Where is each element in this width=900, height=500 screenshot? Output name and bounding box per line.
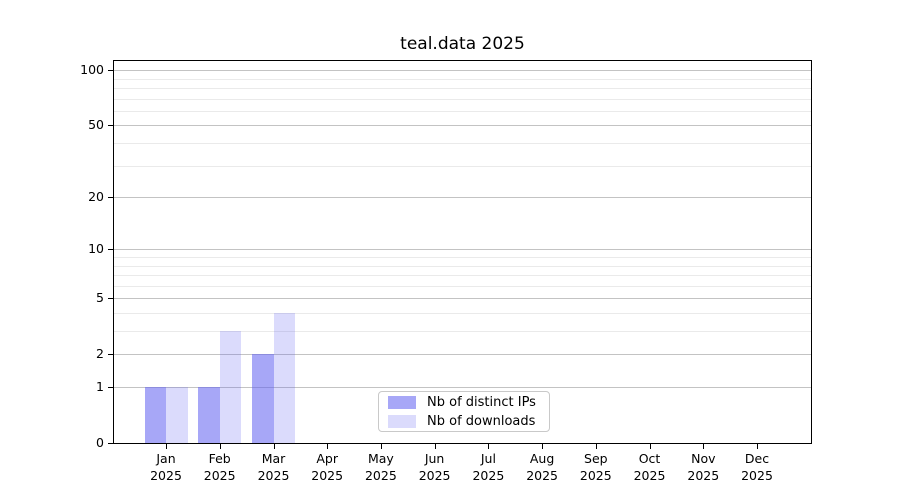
gridline-major xyxy=(114,125,811,127)
y-tick-mark xyxy=(108,354,113,356)
y-tick-label: 10 xyxy=(88,241,104,257)
gridline-minor xyxy=(114,312,811,314)
y-tick-label: 5 xyxy=(96,290,104,306)
bar-nb-of-distinct-ips-mar xyxy=(252,354,274,443)
y-tick-label: 50 xyxy=(88,117,104,133)
y-tick-mark xyxy=(108,249,113,251)
gridline-major xyxy=(114,197,811,198)
x-tick-label-aug: Aug 2025 xyxy=(526,451,558,483)
legend-swatch-distinct-ips xyxy=(388,395,416,409)
y-tick-label: 2 xyxy=(96,346,104,362)
x-tick-label-may: May 2025 xyxy=(364,451,397,483)
gridline-minor xyxy=(114,285,811,287)
x-tick-mark xyxy=(488,444,490,449)
chart-title: teal.data 2025 xyxy=(400,34,525,54)
gridline-major xyxy=(114,387,811,388)
x-tick-label-apr: Apr 2025 xyxy=(311,451,344,483)
gridline-minor xyxy=(114,331,811,332)
y-tick-mark xyxy=(108,298,113,300)
x-tick-label-jun: Jun 2025 xyxy=(418,451,451,483)
x-tick-label-nov: Nov 2025 xyxy=(687,451,720,483)
x-tick-label-jan: Jan 2025 xyxy=(150,451,182,483)
gridline-major xyxy=(114,249,811,251)
x-tick-mark xyxy=(380,444,382,449)
legend-item: Nb of downloads xyxy=(388,413,549,430)
x-tick-mark xyxy=(595,444,597,449)
plot-area xyxy=(113,60,812,444)
bar-nb-of-downloads-mar xyxy=(273,312,295,443)
gridline-minor xyxy=(114,78,811,80)
y-tick-mark xyxy=(108,125,113,127)
gridline-minor xyxy=(114,256,811,258)
x-tick-mark xyxy=(542,444,544,449)
gridline-minor xyxy=(114,275,811,276)
x-tick-mark xyxy=(219,444,221,449)
x-tick-label-dec: Dec 2025 xyxy=(741,451,773,483)
legend: Nb of distinct IPs Nb of downloads xyxy=(378,391,550,432)
bar-nb-of-distinct-ips-jan xyxy=(144,387,166,443)
y-tick-mark xyxy=(108,443,113,444)
legend-swatch-downloads xyxy=(388,414,416,428)
x-tick-mark xyxy=(434,444,436,449)
bar-nb-of-distinct-ips-feb xyxy=(198,387,220,443)
x-tick-mark xyxy=(327,444,329,449)
bar-nb-of-downloads-jan xyxy=(166,387,188,443)
legend-label: Nb of distinct IPs xyxy=(427,394,536,410)
legend-label: Nb of downloads xyxy=(427,413,536,429)
gridline-minor xyxy=(114,87,811,89)
x-tick-label-jul: Jul 2025 xyxy=(472,451,505,483)
y-tick-mark xyxy=(108,387,113,388)
gridline-major xyxy=(114,70,811,72)
x-tick-label-mar: Mar 2025 xyxy=(257,451,290,483)
x-tick-mark xyxy=(273,444,275,449)
gridline-minor xyxy=(114,110,811,112)
gridline-minor xyxy=(114,165,811,167)
y-tick-mark xyxy=(108,197,113,198)
gridline-minor xyxy=(114,98,811,100)
x-tick-mark xyxy=(703,444,705,449)
gridline-minor xyxy=(114,265,811,267)
gridline-major xyxy=(114,298,811,300)
y-tick-mark xyxy=(108,70,113,72)
bar-nb-of-downloads-feb xyxy=(219,331,242,443)
y-tick-label: 20 xyxy=(88,189,104,204)
y-tick-label: 100 xyxy=(80,62,104,78)
x-tick-mark xyxy=(166,444,167,449)
x-tick-mark xyxy=(649,444,651,449)
x-tick-label-sep: Sep 2025 xyxy=(579,451,612,483)
gridline-minor xyxy=(114,142,811,144)
y-tick-label: 1 xyxy=(96,379,104,394)
legend-item: Nb of distinct IPs xyxy=(388,394,549,411)
x-tick-label-oct: Oct 2025 xyxy=(633,451,666,483)
gridline-major xyxy=(114,354,811,356)
y-tick-label: 0 xyxy=(96,435,104,450)
x-tick-label-feb: Feb 2025 xyxy=(203,451,236,483)
x-tick-mark xyxy=(757,444,758,449)
